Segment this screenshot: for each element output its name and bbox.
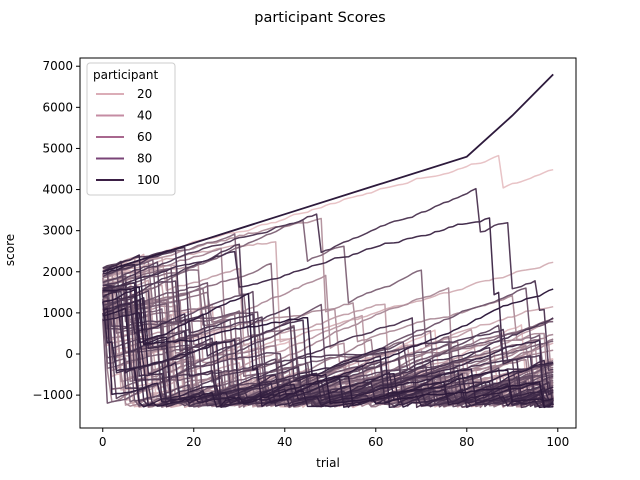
y-tick-label: 0 bbox=[65, 347, 73, 361]
y-tick-label: 1000 bbox=[42, 306, 73, 320]
x-tick-label: 40 bbox=[277, 435, 292, 449]
series-line bbox=[102, 286, 554, 408]
y-tick-label: 6000 bbox=[42, 100, 73, 114]
x-tick-label: 60 bbox=[368, 435, 383, 449]
x-axis-label: trial bbox=[316, 456, 340, 470]
series-line bbox=[102, 267, 554, 407]
series-lines bbox=[102, 73, 554, 409]
plot-frame bbox=[79, 57, 577, 429]
y-tick-label: 5000 bbox=[42, 141, 73, 155]
legend-label: 40 bbox=[137, 109, 152, 123]
series-line bbox=[102, 291, 554, 409]
series-line bbox=[102, 187, 554, 372]
y-tick-label: 7000 bbox=[42, 59, 73, 73]
axes: 0 20 40 60 80 100 −1000 0 1000 2000 3000 4000 5000 60… bbox=[32, 57, 577, 449]
series-line bbox=[102, 288, 554, 408]
series-line bbox=[102, 277, 554, 402]
y-tick-label: 3000 bbox=[42, 224, 73, 238]
legend-box bbox=[86, 62, 176, 196]
y-tick-label: 4000 bbox=[42, 183, 73, 197]
y-tick-label: 2000 bbox=[42, 265, 73, 279]
series-line-participant-100 bbox=[102, 73, 554, 273]
legend-label: 100 bbox=[137, 173, 160, 187]
series-line bbox=[102, 282, 554, 408]
legend-title: participant bbox=[93, 68, 158, 82]
x-tick-label: 20 bbox=[186, 435, 201, 449]
y-axis-label: score bbox=[3, 234, 17, 266]
series-line bbox=[102, 307, 554, 409]
series-line bbox=[102, 301, 554, 408]
series-line bbox=[102, 254, 554, 408]
x-tick-label: 100 bbox=[546, 435, 569, 449]
legend-label: 80 bbox=[137, 152, 152, 166]
legend-label: 60 bbox=[137, 130, 152, 144]
chart-title: participant Scores bbox=[254, 10, 386, 26]
x-tick-label: 0 bbox=[99, 435, 107, 449]
series-line bbox=[102, 300, 554, 409]
series-line bbox=[102, 307, 554, 408]
y-tick-label: −1000 bbox=[32, 388, 73, 402]
legend-label: 20 bbox=[137, 87, 152, 101]
series-line bbox=[102, 217, 554, 401]
x-tick-label: 80 bbox=[459, 435, 474, 449]
legend: participant 20 40 60 80 100 bbox=[86, 62, 176, 196]
